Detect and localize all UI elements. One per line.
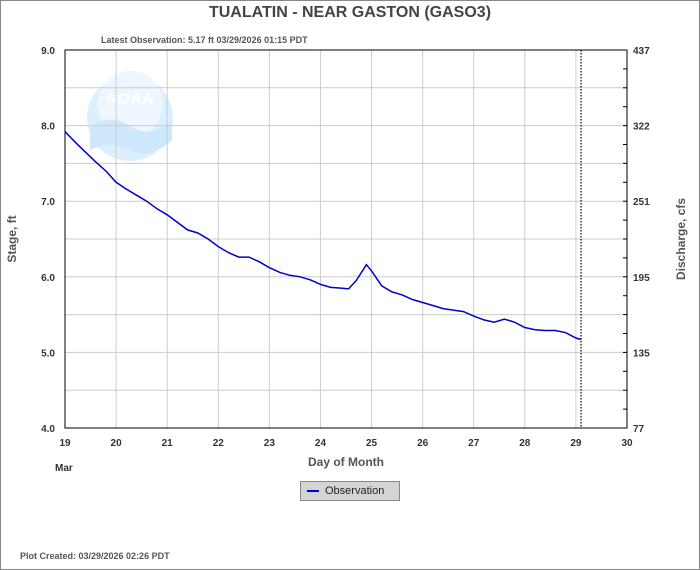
x-tick-label: 30 <box>621 438 633 449</box>
y2-tick-label: 437 <box>633 46 650 57</box>
noaa-logo: NOAA <box>87 71 173 161</box>
legend-swatch <box>307 490 319 492</box>
legend-label: Observation <box>325 485 385 497</box>
y-tick-label: 6.0 <box>41 273 55 284</box>
y-tick-label: 5.0 <box>41 348 55 359</box>
x-tick-label: 26 <box>417 438 429 449</box>
y-tick-label: 9.0 <box>41 46 55 57</box>
chart-title: TUALATIN - NEAR GASTON (GASO3) <box>208 4 492 21</box>
y2-tick-label: 135 <box>633 348 650 359</box>
y2-tick-label: 322 <box>633 122 650 133</box>
noaa-logo-text: NOAA <box>106 91 154 108</box>
x-axis-label: Day of Month <box>308 455 384 469</box>
y2-tick-label: 77 <box>633 424 645 435</box>
x-tick-label: 22 <box>213 438 225 449</box>
x-tick-label: 25 <box>366 438 378 449</box>
x-axis-month-label: Mar <box>55 463 73 474</box>
x-tick-label: 19 <box>59 438 71 449</box>
x-tick-label: 20 <box>111 438 123 449</box>
x-tick-label: 24 <box>315 438 327 449</box>
x-tick-label: 28 <box>519 438 531 449</box>
x-tick-label: 29 <box>570 438 582 449</box>
chart-legend: Observation <box>300 481 400 501</box>
y-tick-label: 8.0 <box>41 122 55 133</box>
y-tick-label: 4.0 <box>41 424 55 435</box>
x-tick-label: 27 <box>468 438 480 449</box>
y2-axis-label: Discharge, cfs <box>674 198 688 280</box>
plot-created: Plot Created: 03/29/2026 02:26 PDT <box>20 551 170 561</box>
y2-tick-label: 251 <box>633 197 650 208</box>
observation-line <box>64 131 582 341</box>
y-tick-label: 7.0 <box>41 197 55 208</box>
x-tick-label: 21 <box>162 438 174 449</box>
latest-observation: Latest Observation: 5.17 ft 03/29/2026 0… <box>101 35 308 45</box>
x-tick-label: 23 <box>264 438 276 449</box>
y-axis-label: Stage, ft <box>5 215 19 262</box>
y2-tick-label: 195 <box>633 273 650 284</box>
